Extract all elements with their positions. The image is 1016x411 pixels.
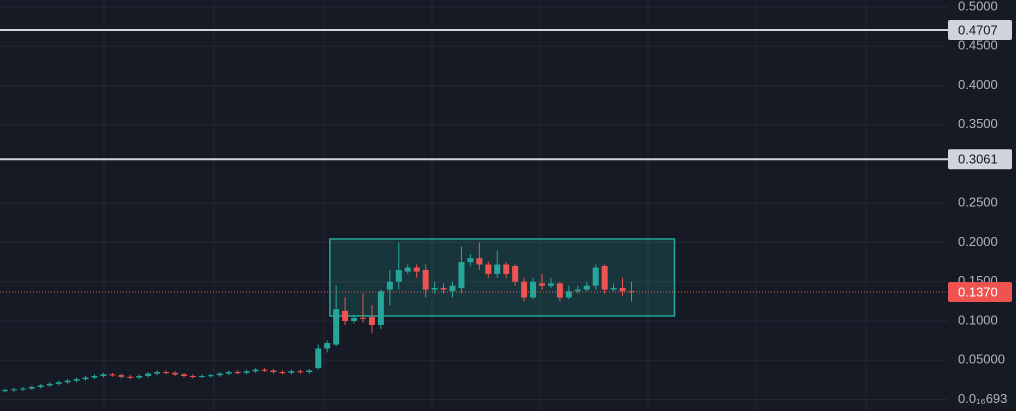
candle-body [82, 377, 89, 380]
candle-body [512, 266, 519, 282]
candle-body [189, 375, 196, 377]
candle-body [91, 375, 98, 378]
candle-body [306, 370, 313, 373]
candle-body [261, 369, 268, 371]
candle-body [288, 371, 295, 373]
candle-body [556, 283, 563, 298]
vertical-grid [103, 0, 867, 411]
candle-body [181, 374, 187, 376]
y-tick-label: 0.2500 [958, 195, 998, 210]
y-tick-label: 0.5000 [958, 0, 998, 13]
candle-body [207, 375, 214, 377]
last-price-label-bg [948, 281, 1012, 302]
candle-body [324, 343, 331, 349]
candle-body [64, 380, 71, 383]
candle-body [342, 310, 349, 322]
candle-body [485, 264, 492, 274]
candle-body [297, 371, 304, 373]
candle-body [494, 264, 501, 274]
candle-body [583, 285, 590, 290]
candle-body [619, 288, 626, 292]
candle-body [547, 283, 554, 286]
candle-body [46, 383, 53, 386]
candle-body [503, 264, 510, 274]
candle-body [413, 267, 420, 272]
candle-body [431, 288, 438, 290]
candle-body [592, 267, 599, 286]
y-tick-label: 0.3500 [958, 116, 998, 131]
y-tick-label: 0.4000 [958, 77, 998, 92]
candle-body [19, 388, 26, 390]
candle-body [198, 375, 205, 377]
candle-body [377, 291, 384, 325]
candle-body [73, 379, 80, 381]
y-tick-label: 0.2000 [958, 234, 998, 249]
candle-body [136, 375, 143, 378]
candle-body [333, 309, 340, 345]
level-label: 0.4707 [958, 22, 998, 37]
y-tick-label: 0.4500 [958, 38, 998, 53]
candle-body [422, 269, 429, 290]
candle-body [10, 389, 17, 391]
candle-body [610, 288, 617, 290]
candle-body [351, 317, 358, 322]
candle-body [100, 374, 107, 376]
y-tick-label: 0.0₁₆693 [958, 391, 1007, 406]
y-tick-label: 0.05000 [958, 352, 1005, 367]
candle-body [55, 382, 62, 384]
candle-body [216, 373, 223, 376]
candle-body [243, 371, 250, 373]
candle-body [270, 370, 277, 373]
candle-body [118, 375, 125, 377]
candle-body [628, 291, 635, 293]
candle-body [163, 372, 170, 374]
candle-body [449, 285, 456, 292]
candle-body [395, 269, 402, 282]
last-price-label: 0.1370 [958, 284, 998, 299]
candle-body [601, 266, 608, 290]
candle-body [386, 281, 393, 290]
candle-body [127, 376, 134, 378]
y-tick-label: 0.1000 [958, 312, 998, 327]
candle-body [574, 289, 581, 292]
candle-body [37, 385, 44, 387]
level-label: 0.3061 [958, 152, 998, 167]
range-box [329, 238, 676, 317]
candle-body [565, 291, 572, 298]
candle-body [2, 390, 8, 392]
level-label-bg [948, 19, 1012, 40]
candle-body [530, 281, 537, 298]
candle-body [404, 267, 411, 272]
candle-body [109, 374, 116, 376]
candle-body [315, 348, 322, 369]
candle-body [172, 372, 179, 375]
candle-body [225, 372, 232, 374]
level-label-bg [948, 149, 1012, 170]
candle-body [279, 372, 286, 374]
candle-body [368, 317, 375, 325]
candle-body [467, 258, 474, 263]
candle-body [145, 373, 152, 376]
candle-body [28, 386, 35, 389]
candle-body [539, 283, 545, 286]
candle-body [234, 372, 241, 374]
candle-body [476, 258, 483, 265]
candle-body [360, 317, 366, 319]
candle-body [521, 281, 528, 298]
candle-body [252, 369, 259, 372]
candle-body [154, 372, 161, 374]
candle-body [458, 262, 465, 289]
candle-body [440, 288, 447, 290]
